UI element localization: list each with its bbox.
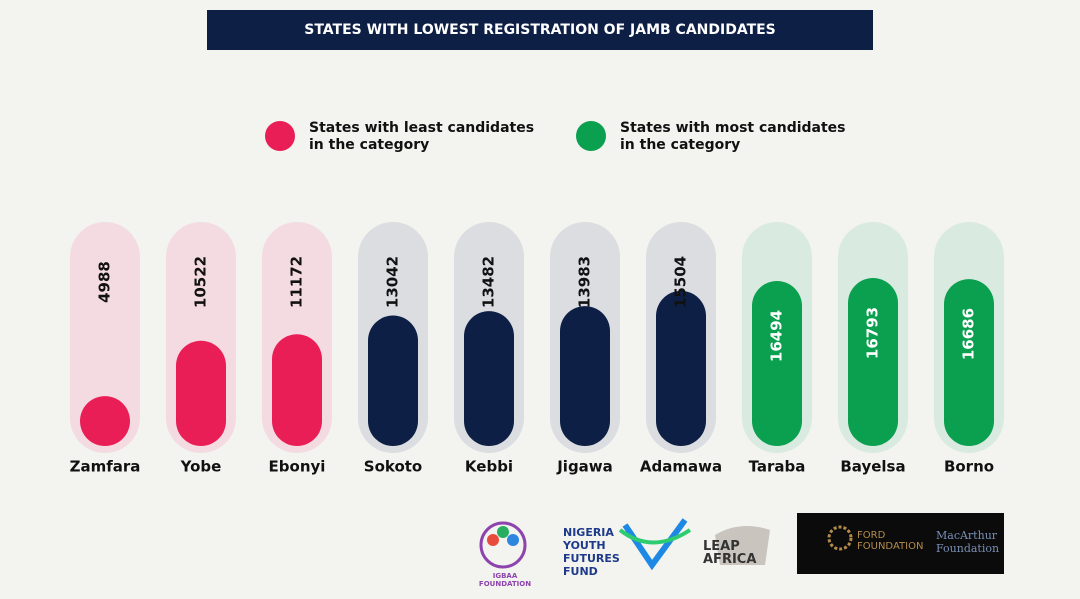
value-label: 13983 xyxy=(576,256,594,308)
logo-ring xyxy=(479,521,527,569)
logo-text: FORD FOUNDATION xyxy=(857,530,924,552)
x-tick-label: Jigawa xyxy=(556,458,613,476)
x-tick-label: Taraba xyxy=(749,458,806,476)
logo-shapes xyxy=(479,513,1004,574)
logo-text: IGBAA FOUNDATION xyxy=(478,572,532,588)
x-tick-label: Borno xyxy=(944,458,994,476)
legend-swatch xyxy=(265,121,295,151)
x-tick-label: Bayelsa xyxy=(840,458,905,476)
x-tick-label: Adamawa xyxy=(640,458,722,476)
logo-dot xyxy=(507,534,519,546)
legend-swatch xyxy=(576,121,606,151)
value-label: 11172 xyxy=(288,256,306,308)
logo-dot xyxy=(497,526,509,538)
logo-text: NIGERIA YOUTH FUTURES FUND xyxy=(563,526,620,578)
x-tick-label: Yobe xyxy=(180,458,222,476)
bar xyxy=(464,311,514,446)
logo-dot xyxy=(487,534,499,546)
bar xyxy=(368,315,418,446)
bar-track xyxy=(70,222,140,453)
value-label: 16494 xyxy=(768,310,786,362)
value-label: 13042 xyxy=(384,256,402,308)
logo-africa xyxy=(715,526,770,565)
bar xyxy=(848,278,898,446)
value-label: 4988 xyxy=(96,261,114,303)
chart-title: STATES WITH LOWEST REGISTRATION OF JAMB … xyxy=(304,22,776,38)
bar xyxy=(944,279,994,446)
x-tick-label: Sokoto xyxy=(364,458,422,476)
bar xyxy=(752,280,802,446)
value-label: 10522 xyxy=(192,256,210,308)
x-tick-label: Ebonyi xyxy=(269,458,326,476)
title-banner xyxy=(207,10,873,50)
logo-text: MacArthur Foundation xyxy=(936,529,1000,555)
x-tick-label: Zamfara xyxy=(70,458,141,476)
value-label: 16793 xyxy=(864,307,882,359)
bar xyxy=(272,334,322,446)
legend-label: States with least candidates in the cate… xyxy=(309,120,535,153)
legend-label: States with most candidates in the categ… xyxy=(620,120,846,153)
bar xyxy=(176,340,226,446)
logo-text: LEAP AFRICA xyxy=(703,539,757,567)
value-label: 16686 xyxy=(960,308,978,360)
x-tick-label: Kebbi xyxy=(465,458,513,476)
value-label: 15504 xyxy=(672,256,690,308)
bar xyxy=(656,290,706,446)
logo-arc xyxy=(618,528,692,545)
bar xyxy=(560,306,610,446)
logo-box xyxy=(797,513,1004,574)
value-label: 13482 xyxy=(480,256,498,308)
bar xyxy=(80,396,130,446)
logo-ford-mark xyxy=(827,525,853,551)
